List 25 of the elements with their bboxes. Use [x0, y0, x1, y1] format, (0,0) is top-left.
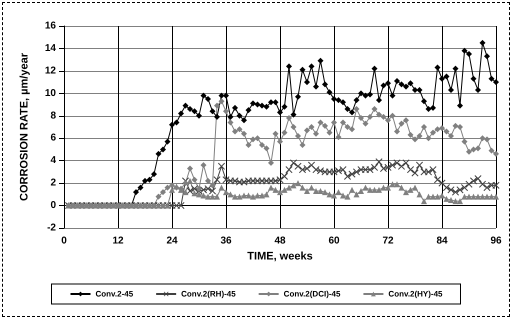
- y-tick-label: 0: [50, 200, 56, 212]
- x-tick-label: 48: [274, 236, 286, 246]
- x-tick-label: 0: [61, 236, 68, 246]
- x-tick-label: 36: [220, 236, 232, 246]
- legend-label: Conv.2-45: [96, 290, 134, 298]
- y-tick-label: 4: [50, 155, 56, 166]
- legend-label: Conv.2(HY)-45: [388, 290, 444, 298]
- x-tick-label: 84: [436, 236, 448, 246]
- y-tick-label: 16: [44, 20, 56, 32]
- y-axis-title: CORROSION RATE, µm/year: [18, 52, 30, 201]
- legend-label: Conv.2(DCI)-45: [284, 290, 341, 298]
- y-tick-label: 2: [50, 178, 56, 189]
- y-tick-label: 8: [50, 110, 56, 122]
- legend-label: Conv.2(RH)-45: [181, 290, 236, 298]
- x-tick-label: 24: [166, 236, 178, 246]
- y-tick-label: 12: [44, 65, 56, 76]
- y-tick-label: 14: [44, 42, 56, 54]
- x-tick-label: 96: [490, 236, 502, 246]
- x-tick-label: 12: [112, 236, 124, 246]
- y-tick-label: 6: [50, 132, 56, 144]
- x-tick-label: 60: [328, 236, 340, 246]
- y-tick-label: -2: [47, 222, 56, 234]
- x-axis-title: TIME, weeks: [247, 250, 313, 262]
- x-tick-label: 72: [382, 236, 394, 246]
- y-tick-label: 10: [44, 88, 56, 99]
